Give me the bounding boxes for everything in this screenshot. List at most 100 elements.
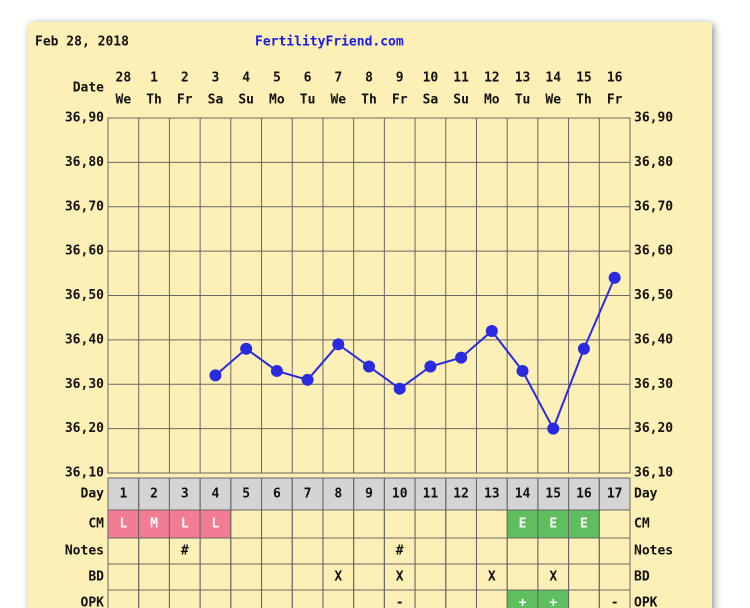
cell-text: E [549,517,557,532]
cell-text: E [580,517,588,532]
x-weekday-label: Su [453,93,469,108]
x-date-label: 11 [453,71,469,86]
y-tick-label-right: 36,60 [634,244,673,259]
cell-text: + [519,596,527,608]
cell-text: L [119,517,127,532]
table-cell [598,589,631,608]
row-label: OPK [81,596,105,608]
temperature-point [393,382,406,395]
table-cell [168,509,201,539]
cell-text: X [488,570,496,585]
temperature-point [209,369,222,382]
x-weekday-label: Sa [423,93,439,108]
x-weekday-label: Fr [607,93,623,108]
y-tick-label-right: 36,20 [634,421,673,436]
cell-text: X [396,570,404,585]
temperature-point [363,360,375,373]
cell-text: 3 [181,487,189,502]
table-cell [199,509,232,539]
x-weekday-label: Tu [300,93,316,108]
x-weekday-label: Th [576,93,592,108]
temperature-point [485,325,498,337]
x-date-label: 2 [181,71,189,86]
y-tick-label-right: 36,10 [634,466,673,481]
x-date-label: 16 [607,71,623,86]
temperature-point [608,271,621,284]
temperature-point [332,338,345,351]
cell-text: # [181,544,189,559]
x-weekday-label: We [330,93,346,108]
cell-text: 4 [212,487,220,502]
temperature-point [547,422,560,435]
x-date-label: 7 [334,71,342,86]
temperature-point [455,351,468,364]
x-weekday-label: Tu [515,93,531,108]
x-date-label: 5 [273,71,281,86]
x-weekday-label: We [545,93,561,108]
x-date-label: 3 [212,71,220,86]
cell-text: 17 [607,487,623,502]
chart-title: Feb 28, 2018 [35,35,129,50]
table-row-bg [108,478,630,510]
temperature-point [577,342,590,355]
row-label: CM [88,517,104,532]
x-date-label: 14 [545,71,561,86]
y-tick-label: 36,80 [65,155,104,170]
y-tick-label-right: 36,30 [634,377,673,392]
cell-text: 8 [334,487,342,502]
cell-text: X [549,570,557,585]
cell-text: 10 [392,487,408,502]
temperature-point [301,373,314,386]
y-tick-label: 36,60 [65,244,104,259]
temperature-point [424,360,437,373]
cell-text: 15 [545,487,561,502]
cell-text: X [334,570,342,585]
cell-text: 2 [150,487,158,502]
y-tick-label: 36,10 [65,466,104,481]
row-label-right: BD [634,570,650,585]
x-date-label: 10 [423,71,439,86]
x-weekday-label: Su [238,93,254,108]
row-label: Day [81,487,105,502]
y-tick-label: 36,70 [65,199,104,214]
cell-text: L [181,517,189,532]
x-weekday-label: Th [146,93,162,108]
x-weekday-label: We [116,93,132,108]
cell-text: 13 [484,487,500,502]
x-weekday-label: Th [361,93,377,108]
cell-text: 16 [576,487,592,502]
cell-text: 6 [273,487,281,502]
cell-text: 1 [119,487,127,502]
y-tick-label-right: 36,70 [634,199,673,214]
cell-text: - [396,596,404,608]
table-cell [107,509,140,539]
x-date-label: 9 [396,71,404,86]
temperature-point [270,364,283,377]
x-weekday-label: Fr [392,93,408,108]
y-tick-label-right: 36,90 [634,111,673,126]
x-date-label: 8 [365,71,373,86]
y-tick-label: 36,30 [65,377,104,392]
x-date-label: 15 [576,71,592,86]
temperature-point [240,342,253,355]
x-weekday-label: Sa [208,93,224,108]
y-tick-label: 36,50 [65,288,104,303]
table-cell [568,509,600,539]
x-date-label: 12 [484,71,500,86]
site-link[interactable]: FertilityFriend.com [255,35,404,50]
cell-text: - [611,596,619,608]
row-label: BD [88,570,104,585]
x-date-label: 13 [515,71,531,86]
cell-text: E [519,517,527,532]
x-weekday-label: Mo [269,93,285,108]
y-tick-label-right: 36,40 [634,332,673,347]
x-date-label: 28 [116,71,132,86]
cell-text: 11 [423,487,439,502]
row-label-right: Notes [634,544,673,559]
row-label-right: CM [634,517,650,532]
cell-text: 9 [365,487,373,502]
table-cell [537,509,570,539]
y-tick-label-right: 36,80 [634,155,673,170]
y-tick-label: 36,90 [65,111,104,126]
